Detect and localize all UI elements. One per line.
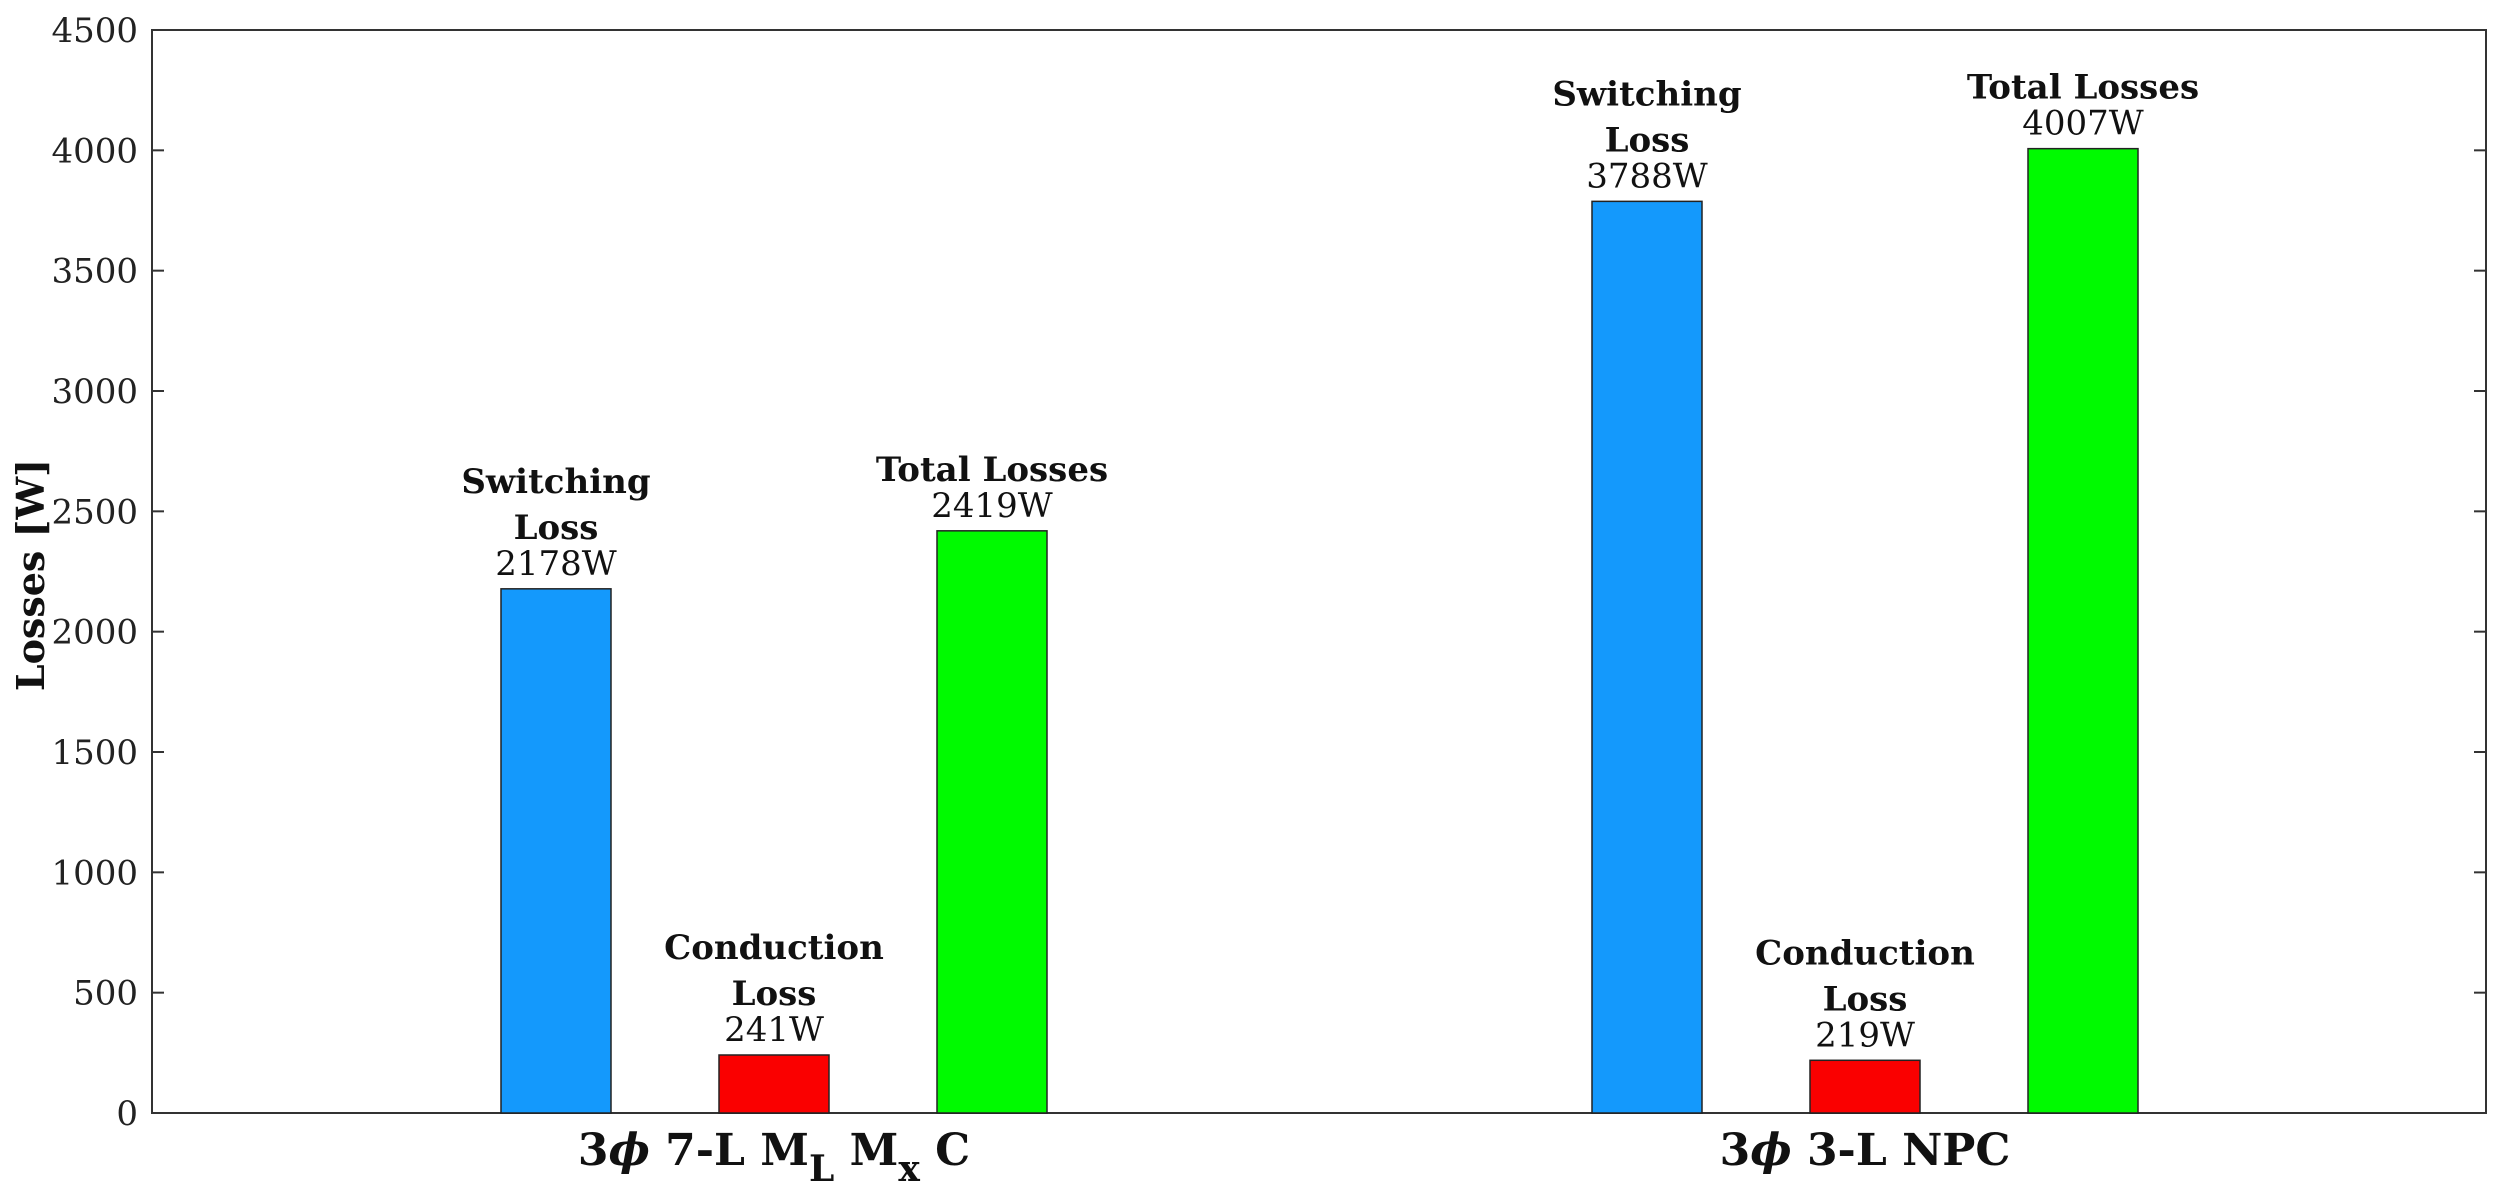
bar-value-label: 2178W (495, 544, 617, 584)
bar-switching-loss (500, 588, 612, 1114)
category-label-part: 3 (1720, 1125, 1751, 1176)
bar-name-label: Loss (514, 508, 599, 548)
y-tick-label: 3500 (51, 252, 138, 292)
x-category-label: 3ϕ 3-L NPC (1720, 1125, 2011, 1176)
bar-labels: 2178WSwitchingLoss3788WSwitchingLoss241W… (461, 68, 2199, 1056)
y-tick-label: 0 (116, 1094, 138, 1134)
bar-name-label: Total Losses (1967, 68, 2199, 108)
category-label-part: ϕ (608, 1125, 649, 1176)
category-label-part: 7-L M (650, 1125, 809, 1176)
bar-switching-loss (1591, 200, 1703, 1114)
y-tick-label: 3000 (51, 372, 138, 412)
y-tick-label: 1000 (51, 853, 138, 893)
x-category-label: 3ϕ 7-L ML Mx C (578, 1125, 970, 1190)
x-axis: 3ϕ 7-L ML Mx C 3ϕ 3-L NPC (578, 1125, 2011, 1190)
category-label-part: M (834, 1125, 898, 1176)
bar-value-label: 2419W (931, 486, 1053, 526)
y-tick-label: 4500 (51, 11, 138, 51)
category-label-part: 3 (578, 1125, 609, 1176)
bar-name-label: Loss (1823, 979, 1908, 1019)
y-tick-label: 1500 (51, 733, 138, 773)
y-tick-label: 500 (73, 974, 138, 1014)
bar-total-losses (2027, 147, 2139, 1114)
bar-conduction-loss (718, 1054, 830, 1114)
bar-name-label: Total Losses (876, 450, 1108, 490)
category-label-part: 3-L NPC (1792, 1125, 2011, 1176)
bar-name-label: Switching (1552, 74, 1741, 114)
bar-name-label: Conduction (1755, 933, 1975, 973)
bar-name-label: Loss (732, 974, 817, 1014)
bar-value-label: 4007W (2022, 104, 2144, 144)
y-axis-label: Losses [W] (8, 459, 53, 691)
bar-conduction-loss (1809, 1059, 1921, 1114)
y-tick-label: 4000 (51, 131, 138, 171)
bar-name-label: Loss (1605, 120, 1690, 160)
bars (500, 147, 2139, 1114)
category-label-part: x (898, 1148, 920, 1190)
bar-name-label: Conduction (664, 928, 884, 968)
category-label-part: ϕ (1750, 1125, 1791, 1176)
y-tick-label: 2000 (51, 613, 138, 653)
category-label-part: L (809, 1148, 834, 1190)
bar-total-losses (936, 530, 1048, 1114)
category-label-part: C (920, 1125, 970, 1176)
y-axis: 0 500 1000 1500 2000 2500 3000 3500 4000 4500 (51, 11, 2486, 1134)
bar-value-label: 241W (724, 1010, 824, 1050)
bar-value-label: 219W (1815, 1015, 1915, 1055)
bar-name-label: Switching (461, 462, 650, 502)
bar-value-label: 3788W (1586, 156, 1708, 196)
y-tick-label: 2500 (51, 492, 138, 532)
